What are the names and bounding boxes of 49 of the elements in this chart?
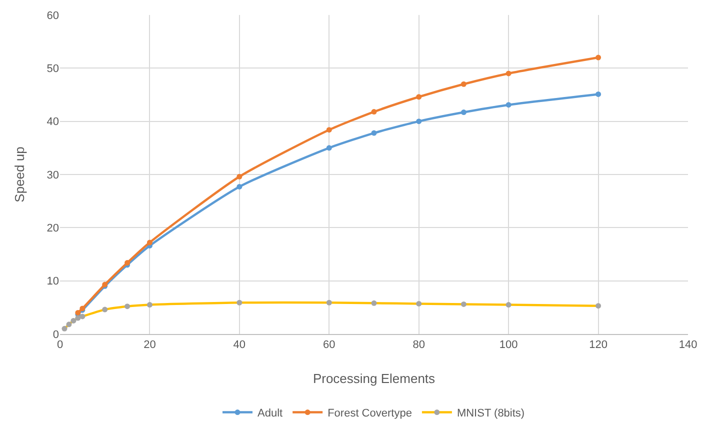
point (236, 174, 242, 180)
x-tick-label: 140 (678, 339, 698, 352)
point (326, 300, 332, 306)
y-axis-title: Speed up (12, 146, 27, 202)
legend-label: MNIST (8bits) (456, 408, 525, 420)
point (146, 302, 152, 308)
point (124, 304, 130, 310)
point (506, 102, 512, 108)
point (371, 130, 377, 136)
y-tick-label: 20 (46, 222, 59, 235)
point (416, 300, 422, 306)
point (416, 118, 422, 124)
point (66, 322, 72, 328)
point (596, 303, 602, 309)
point (326, 127, 332, 133)
point (75, 315, 81, 321)
x-tick-label: 20 (144, 339, 156, 352)
y-tick-label: 0 (52, 328, 59, 341)
legend-label: Adult (258, 408, 283, 420)
x-tick-label: 60 (323, 339, 336, 352)
point (62, 326, 68, 332)
y-tick-label: 30 (46, 169, 59, 182)
x-tick-label: 40 (233, 339, 246, 352)
x-tick-label: 80 (412, 339, 425, 352)
point (416, 94, 422, 100)
point (80, 314, 86, 320)
y-tick-label: 60 (46, 10, 59, 22)
point (596, 91, 602, 97)
x-axis-title: Processing Elements (312, 371, 436, 386)
point (596, 54, 602, 60)
point (460, 81, 466, 87)
x-tick-label: 100 (499, 339, 518, 352)
y-tick-label: 50 (46, 63, 59, 76)
point (460, 301, 466, 307)
point (371, 109, 377, 115)
point (102, 306, 108, 312)
y-tick-label: 10 (46, 276, 59, 288)
point (460, 110, 466, 116)
x-tick-label: 120 (589, 339, 608, 352)
point (146, 240, 152, 246)
point (236, 300, 242, 306)
y-tick-label: 40 (46, 116, 59, 128)
point (236, 184, 242, 190)
point (70, 318, 76, 324)
point (506, 70, 512, 76)
point (506, 302, 512, 308)
legend-label: Forest Covertype (328, 408, 412, 420)
point (371, 300, 377, 306)
point (326, 145, 332, 151)
